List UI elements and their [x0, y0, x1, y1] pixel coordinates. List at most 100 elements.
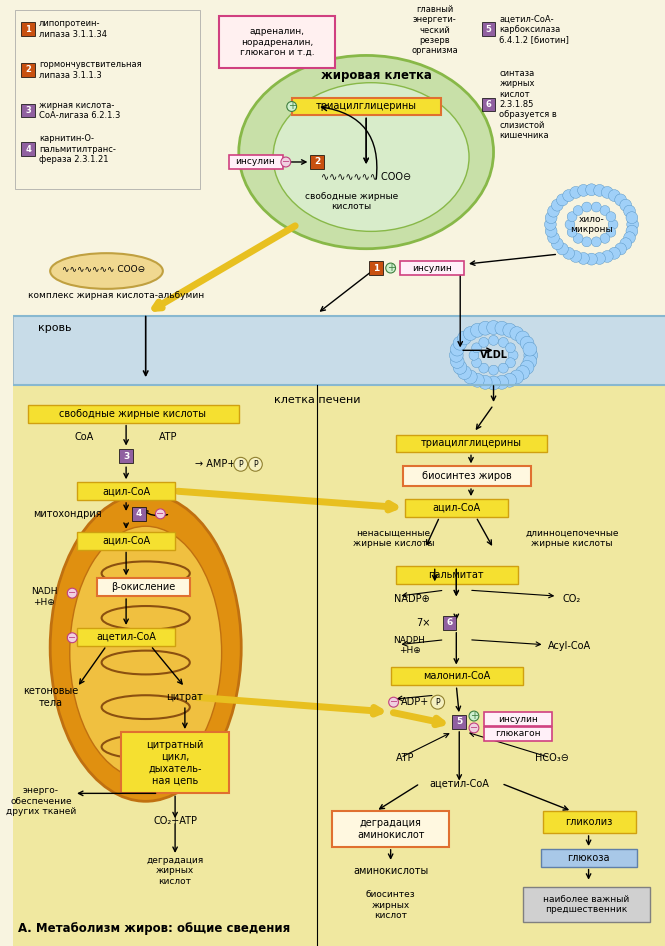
Text: инсулин: инсулин	[498, 714, 538, 724]
Text: Acyl-CoA: Acyl-CoA	[547, 640, 591, 651]
Circle shape	[495, 376, 509, 389]
Circle shape	[489, 336, 499, 345]
Circle shape	[624, 205, 636, 217]
Bar	[390, 668, 523, 685]
Circle shape	[234, 457, 247, 471]
Circle shape	[458, 331, 471, 345]
Circle shape	[450, 348, 463, 362]
Text: биосинтез
жирных
кислот: биосинтез жирных кислот	[366, 890, 416, 920]
Text: биосинтез жиров: биосинтез жиров	[422, 471, 512, 482]
Circle shape	[626, 212, 638, 223]
Bar	[396, 567, 518, 585]
Text: −: −	[470, 723, 478, 733]
Circle shape	[487, 377, 500, 390]
Ellipse shape	[50, 254, 163, 289]
Circle shape	[431, 695, 444, 710]
Text: CO₂+ATP: CO₂+ATP	[153, 816, 197, 826]
Bar	[21, 62, 35, 77]
Circle shape	[471, 358, 481, 368]
Circle shape	[520, 360, 534, 375]
Text: кетоновые
тела: кетоновые тела	[23, 687, 78, 708]
Text: инсулин: инсулин	[235, 157, 275, 166]
Circle shape	[479, 363, 489, 373]
Bar	[121, 732, 229, 794]
Text: инсулин: инсулин	[412, 264, 452, 272]
Bar	[404, 466, 531, 486]
Circle shape	[287, 101, 297, 112]
Circle shape	[578, 253, 589, 264]
Circle shape	[545, 225, 557, 237]
Text: +: +	[288, 101, 296, 112]
Circle shape	[545, 212, 557, 223]
Circle shape	[499, 363, 508, 373]
Circle shape	[503, 374, 517, 387]
Text: гликолиз: гликолиз	[565, 817, 612, 827]
Circle shape	[450, 342, 464, 356]
Text: свободные жирные
кислоты: свободные жирные кислоты	[305, 192, 398, 211]
Circle shape	[545, 219, 556, 231]
Text: липопротеин-
липаза 3.1.1.34: липопротеин- липаза 3.1.1.34	[39, 20, 107, 39]
Bar	[481, 23, 495, 36]
Circle shape	[573, 234, 583, 243]
Text: главный
энергети-
ческий
резерв
организма: главный энергети- ческий резерв организм…	[412, 5, 458, 56]
Text: 2: 2	[25, 65, 31, 75]
Text: 6: 6	[446, 619, 453, 627]
Circle shape	[505, 358, 515, 368]
Circle shape	[582, 236, 592, 247]
Text: HCO₃⊖: HCO₃⊖	[535, 753, 569, 762]
Bar	[13, 316, 665, 385]
Text: синтаза
жирных
кислот
2.3.1.85
образуется в
слизистой
кишечника: синтаза жирных кислот 2.3.1.85 образуетс…	[499, 69, 557, 140]
Circle shape	[478, 322, 492, 335]
Circle shape	[453, 360, 467, 375]
Circle shape	[495, 322, 509, 335]
Circle shape	[608, 219, 618, 229]
Bar	[13, 9, 665, 316]
Text: ненасыщенные
жирные кислоты: ненасыщенные жирные кислоты	[353, 529, 434, 549]
Bar	[452, 715, 466, 729]
Text: −: −	[282, 157, 290, 167]
Bar	[443, 616, 456, 630]
Circle shape	[586, 254, 597, 265]
Circle shape	[563, 189, 575, 201]
Circle shape	[627, 219, 638, 231]
Ellipse shape	[239, 56, 493, 249]
Circle shape	[578, 184, 589, 197]
Text: 2: 2	[314, 157, 321, 166]
Text: глюкагон: глюкагон	[495, 729, 541, 739]
Text: 4: 4	[136, 509, 142, 518]
Bar	[77, 628, 175, 646]
Circle shape	[594, 253, 605, 264]
Circle shape	[464, 370, 477, 384]
Bar	[523, 886, 650, 922]
Text: жировая клетка: жировая клетка	[321, 69, 432, 82]
Circle shape	[557, 194, 569, 206]
Ellipse shape	[70, 526, 221, 779]
Circle shape	[471, 342, 481, 353]
Text: ∿∿∿∿∿∿∿ COO⊖: ∿∿∿∿∿∿∿ COO⊖	[62, 265, 145, 273]
Text: 6: 6	[485, 100, 491, 109]
Text: СоА: СоА	[74, 431, 93, 442]
Text: хило-
микроны: хило- микроны	[570, 215, 613, 234]
Bar	[481, 97, 495, 112]
Text: NADH
+H⊕: NADH +H⊕	[31, 587, 58, 606]
Text: ацетил-СоА: ацетил-СоА	[96, 632, 156, 641]
Text: NADP⊕: NADP⊕	[394, 594, 430, 604]
Circle shape	[386, 263, 396, 273]
Text: β-окисление: β-окисление	[110, 582, 175, 592]
Bar	[369, 261, 383, 275]
Circle shape	[626, 225, 638, 237]
Circle shape	[520, 336, 534, 350]
Circle shape	[608, 247, 620, 259]
Text: 7×: 7×	[416, 618, 430, 628]
Text: деградация
жирных
кислот: деградация жирных кислот	[146, 856, 203, 885]
Text: малонил-СоА: малонил-СоА	[423, 672, 490, 681]
Circle shape	[469, 350, 479, 360]
Text: цитрат: цитрат	[166, 692, 203, 702]
Bar	[21, 103, 35, 117]
Bar	[483, 712, 553, 726]
Text: АDP+: АDP+	[400, 697, 429, 708]
Text: комплекс жирная кислота-альбумин: комплекс жирная кислота-альбумин	[28, 291, 204, 300]
Circle shape	[67, 588, 77, 598]
Text: +: +	[470, 711, 478, 721]
Ellipse shape	[50, 494, 241, 801]
